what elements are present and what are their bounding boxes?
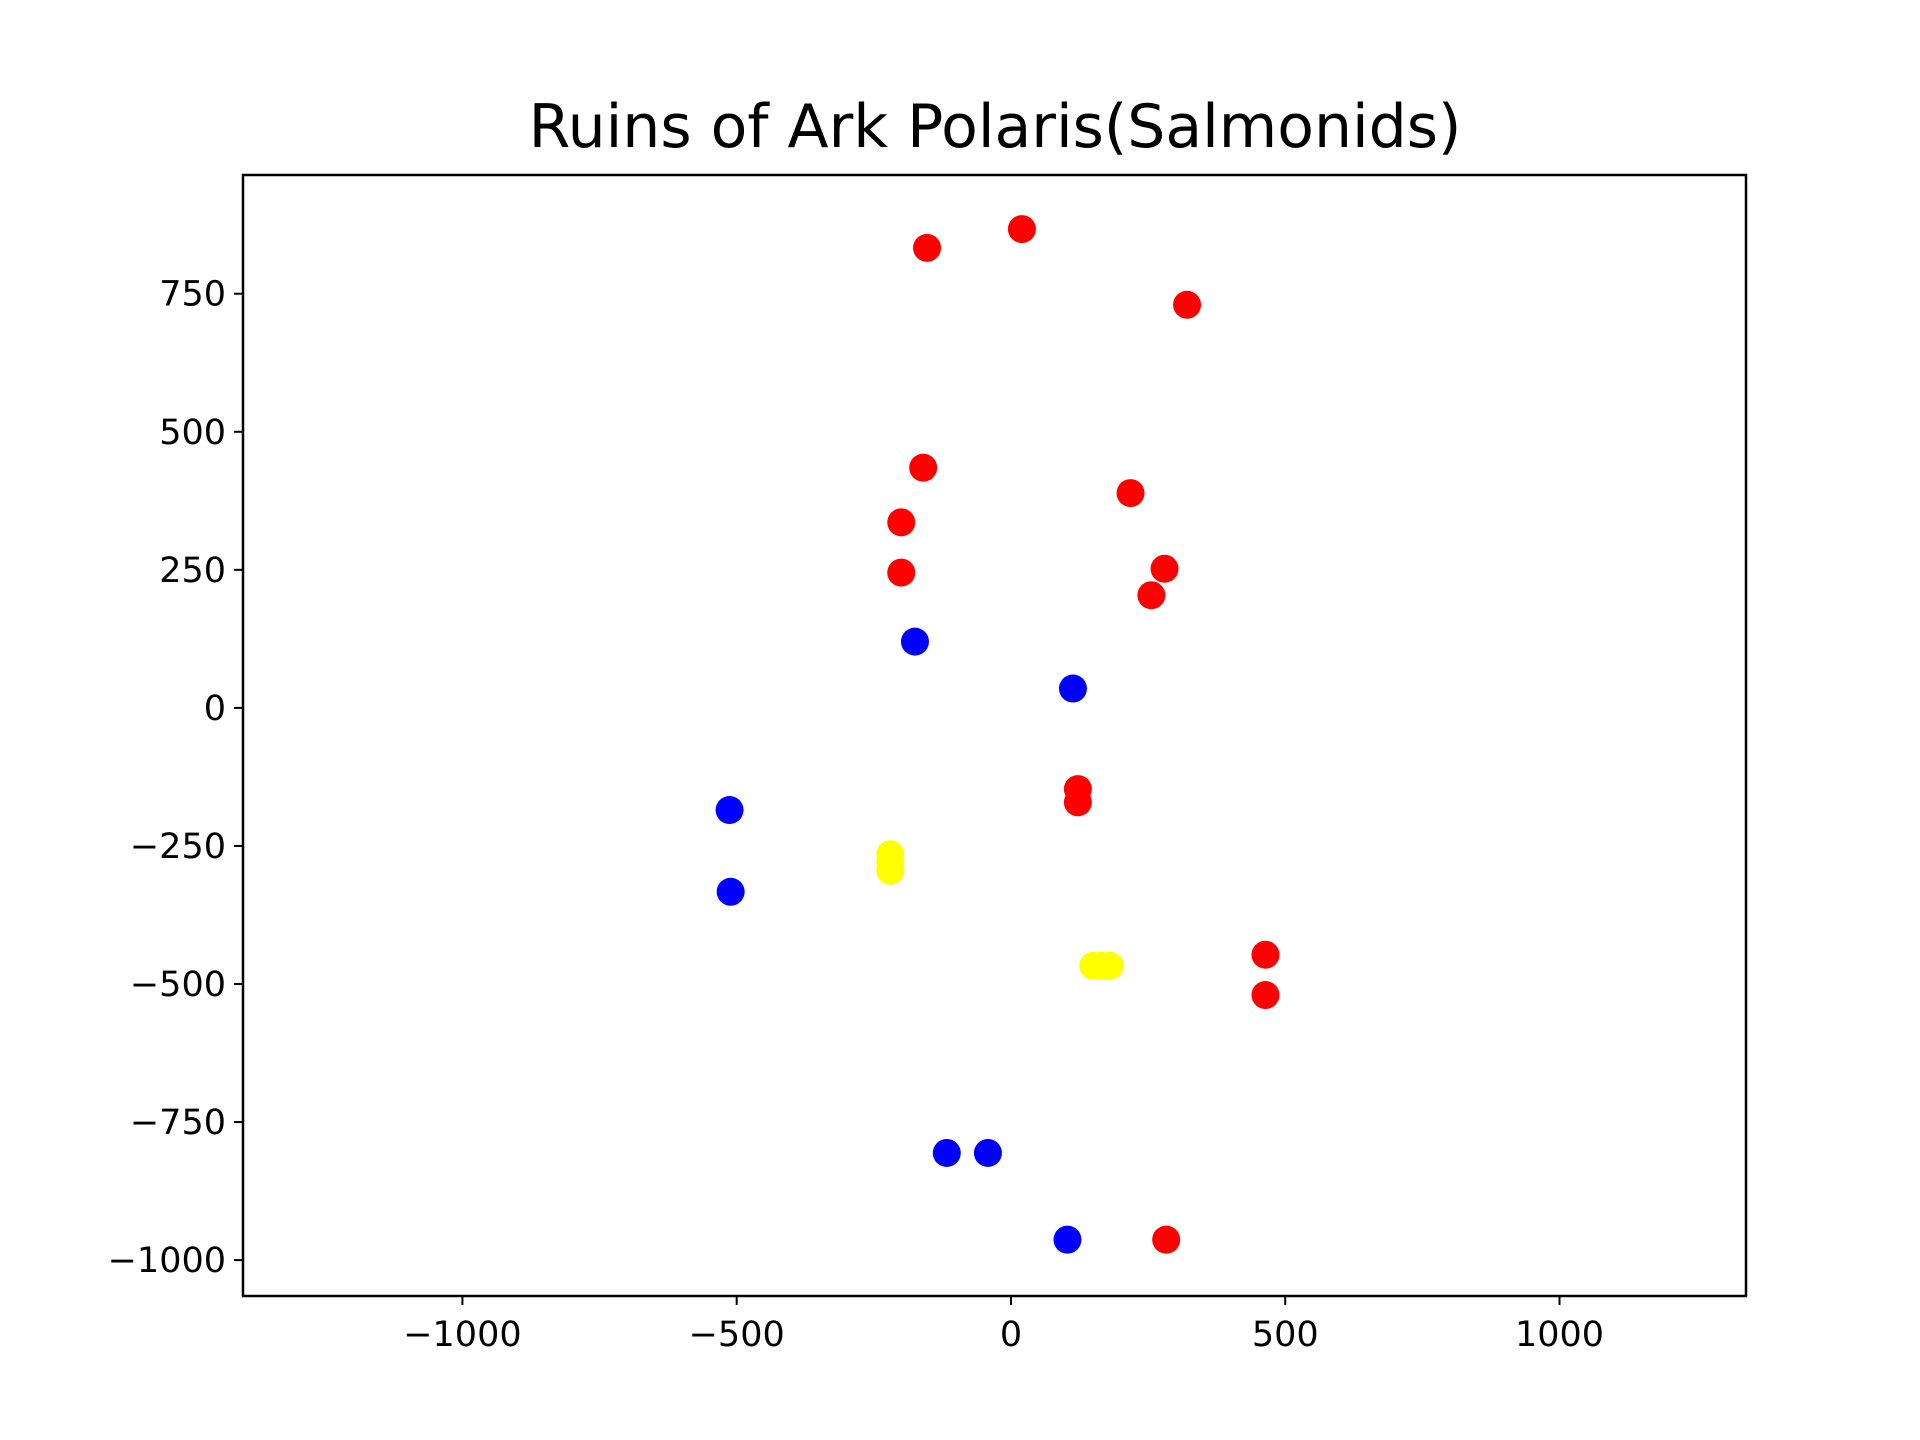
- x-tick-label: 500: [1252, 1315, 1319, 1355]
- data-point: [973, 1138, 1002, 1167]
- data-point: [1173, 290, 1202, 319]
- chart-title: Ruins of Ark Polaris(Salmonids): [529, 92, 1462, 162]
- data-point: [913, 233, 942, 262]
- data-point: [1150, 554, 1179, 583]
- data-point: [715, 796, 744, 825]
- data-point: [1058, 674, 1087, 703]
- data-point: [1251, 981, 1280, 1010]
- y-tick-label: −250: [130, 827, 226, 867]
- y-tick-label: −750: [130, 1103, 226, 1143]
- x-tick-label: −500: [689, 1315, 785, 1355]
- plot-area-frame: [241, 173, 1748, 1298]
- data-point: [1137, 581, 1166, 610]
- data-point: [876, 856, 905, 885]
- data-point: [1095, 951, 1124, 980]
- y-tick-label: 250: [159, 551, 226, 591]
- x-tick-label: −1000: [403, 1315, 521, 1355]
- y-axis: 750 500 250 0 −250 −500 −750 −1000: [108, 275, 243, 1281]
- data-points: [715, 215, 1280, 1254]
- x-axis: −1000 −500 0 500 1000: [403, 1296, 1604, 1355]
- data-point: [887, 558, 916, 587]
- data-point: [1251, 940, 1280, 969]
- x-tick-label: 0: [1000, 1315, 1022, 1355]
- y-tick-label: 750: [159, 275, 226, 315]
- data-point: [1007, 215, 1036, 244]
- data-point: [900, 627, 929, 656]
- data-point: [909, 453, 938, 482]
- data-point: [1053, 1225, 1082, 1254]
- data-point: [1063, 788, 1092, 817]
- y-tick-label: −500: [130, 965, 226, 1005]
- x-tick-label: 1000: [1515, 1315, 1604, 1355]
- data-point: [1116, 479, 1145, 508]
- y-tick-label: 500: [159, 413, 226, 453]
- y-tick-label: −1000: [108, 1241, 226, 1281]
- data-point: [1152, 1225, 1181, 1254]
- data-point: [932, 1138, 961, 1167]
- y-tick-label: 0: [204, 689, 226, 729]
- data-point: [716, 877, 745, 906]
- data-point: [887, 508, 916, 537]
